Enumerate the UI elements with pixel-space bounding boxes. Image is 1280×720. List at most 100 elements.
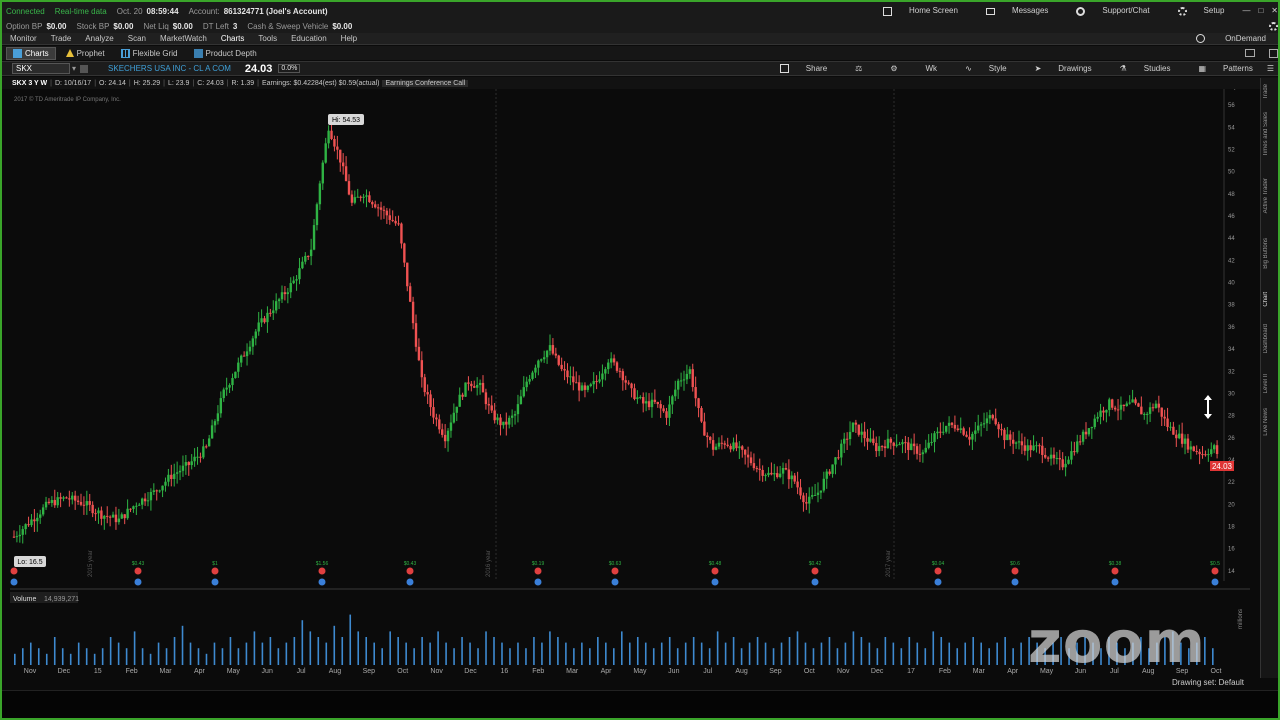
candle-body [516,404,520,415]
candle-body [82,504,86,506]
ondemand-button[interactable]: OnDemand [1182,34,1272,44]
earnings-marker[interactable] [1211,567,1219,575]
window-icon[interactable] [1269,48,1278,58]
menu-marketwatch[interactable]: MarketWatch [160,34,207,43]
subtab-flexible-grid[interactable]: Flexible Grid [115,48,184,59]
candle-body [1154,403,1158,409]
earnings-marker[interactable] [611,567,619,575]
earnings-marker[interactable] [10,567,18,575]
menu-trade[interactable]: Trade [50,34,72,43]
minimize-button[interactable]: — [1242,6,1251,16]
dividend-marker[interactable] [611,578,619,586]
data-status: Real-time data [54,6,107,16]
volume-bar [764,642,767,665]
menu-charts[interactable]: Charts [220,34,245,43]
candle-body [691,369,694,388]
sidebar-tab-big-buttons[interactable]: Big Buttons [1263,238,1269,269]
dividend-marker[interactable] [406,578,414,586]
dividend-marker[interactable] [134,578,142,586]
sidebar-tab-active-trader[interactable]: Active Trader [1263,178,1269,214]
sidebar-tab-level-ii[interactable]: Level II [1263,374,1269,394]
flask-button[interactable]: ⚖ [841,64,862,73]
sidebar-tab-chart[interactable]: Chart [1263,292,1269,307]
subtab-prophet[interactable]: Prophet [60,48,111,59]
candle-body [959,428,962,430]
candle-body [819,490,823,493]
drawing-set-label[interactable]: Drawing set: Default [1171,678,1244,687]
earnings-marker[interactable] [711,567,719,575]
volume-bar [844,642,847,665]
dividend-marker[interactable] [10,578,18,586]
settings-gear-icon[interactable] [1269,22,1278,31]
menu-icon[interactable]: ☰ [1266,64,1274,73]
sidebar-tab-dashboard[interactable]: Dashboard [1263,324,1269,354]
support-chat-link[interactable]: Support/Chat [1062,6,1150,16]
dividend-marker[interactable] [711,578,719,586]
earnings-marker[interactable] [134,567,142,575]
dividend-marker[interactable] [811,578,819,586]
earnings-marker[interactable] [934,567,942,575]
earnings-marker[interactable] [811,567,819,575]
studies-button[interactable]: ⚗ Studies [1119,64,1171,73]
link-icon[interactable] [80,64,89,73]
close-button[interactable]: ✕ [1271,6,1278,16]
account-value[interactable]: 861324771 (Joel's Account) [223,6,328,16]
sidebar-tab-trade[interactable]: Trade [1263,84,1269,100]
candle-body [490,405,493,411]
earnings-marker[interactable] [318,567,326,575]
time-axis: Nov Dec 15 Feb Mar Apr May Jun Jul Aug Sep Oct Nov De… [24,668,1222,675]
chart-settings-button[interactable]: ⚙ [876,64,897,73]
candle-body [639,397,642,399]
dividend-marker[interactable] [534,578,542,586]
volume-bar [724,642,727,665]
candle-body [1009,434,1012,440]
share-button[interactable]: Share [766,64,827,73]
stock-bp-label: Stock BP [76,22,110,31]
volume-bar [14,653,16,665]
dividend-marker[interactable] [318,578,326,586]
symbol-dropdown-icon[interactable]: ▾ [72,64,77,73]
sidebar-tab-times-sales[interactable]: Times and Sales [1263,112,1269,157]
patterns-button[interactable]: ▦ Patterns [1198,64,1253,73]
subtab-charts[interactable]: Charts [6,46,56,60]
earnings-marker[interactable] [1111,567,1119,575]
dividend-marker[interactable] [211,578,219,586]
earnings-marker[interactable] [211,567,219,575]
menu-education[interactable]: Education [291,34,327,43]
aggregation-button[interactable]: Wk [925,64,938,73]
volume-bar [309,631,312,665]
setup-link[interactable]: Setup [1164,6,1224,16]
menu-analyze[interactable]: Analyze [85,34,114,43]
volume-bar [613,648,615,665]
maximize-button[interactable]: □ [1258,6,1264,16]
candle-body [939,431,942,433]
menu-help[interactable]: Help [340,34,358,43]
price-chart[interactable]: 2017 © TD Ameritrade IP Company, Inc. 20… [10,89,1250,681]
candle-body [1096,416,1099,419]
layout-icon[interactable] [1245,49,1255,57]
earnings-marker[interactable] [406,567,414,575]
symbol-input[interactable]: SKX [12,63,70,74]
candle-body [1131,399,1134,403]
subtab-product-depth[interactable]: Product Depth [188,48,263,59]
drawings-button[interactable]: ➤ Drawings [1034,64,1092,73]
menu-tools[interactable]: Tools [258,34,278,43]
dividend-marker[interactable] [1111,578,1119,586]
candle-body [406,262,409,287]
menu-monitor[interactable]: Monitor [10,34,37,43]
dividend-marker[interactable] [934,578,942,586]
dividend-marker[interactable] [1211,578,1219,586]
messages-link[interactable]: Messages [972,6,1048,15]
earnings-marker[interactable] [534,567,542,575]
menu-scan[interactable]: Scan [127,34,146,43]
candle-body [53,500,56,506]
earnings-marker[interactable] [1011,567,1019,575]
volume-bar [1188,648,1190,665]
dividend-marker[interactable] [1011,578,1019,586]
home-screen-link[interactable]: Home Screen [869,6,958,16]
x-tick-label: 17 [907,668,915,675]
style-button[interactable]: ∿ Style [965,64,1007,73]
sidebar-tab-live-news[interactable]: Live News [1263,408,1269,436]
x-tick-label: Feb [939,668,951,675]
